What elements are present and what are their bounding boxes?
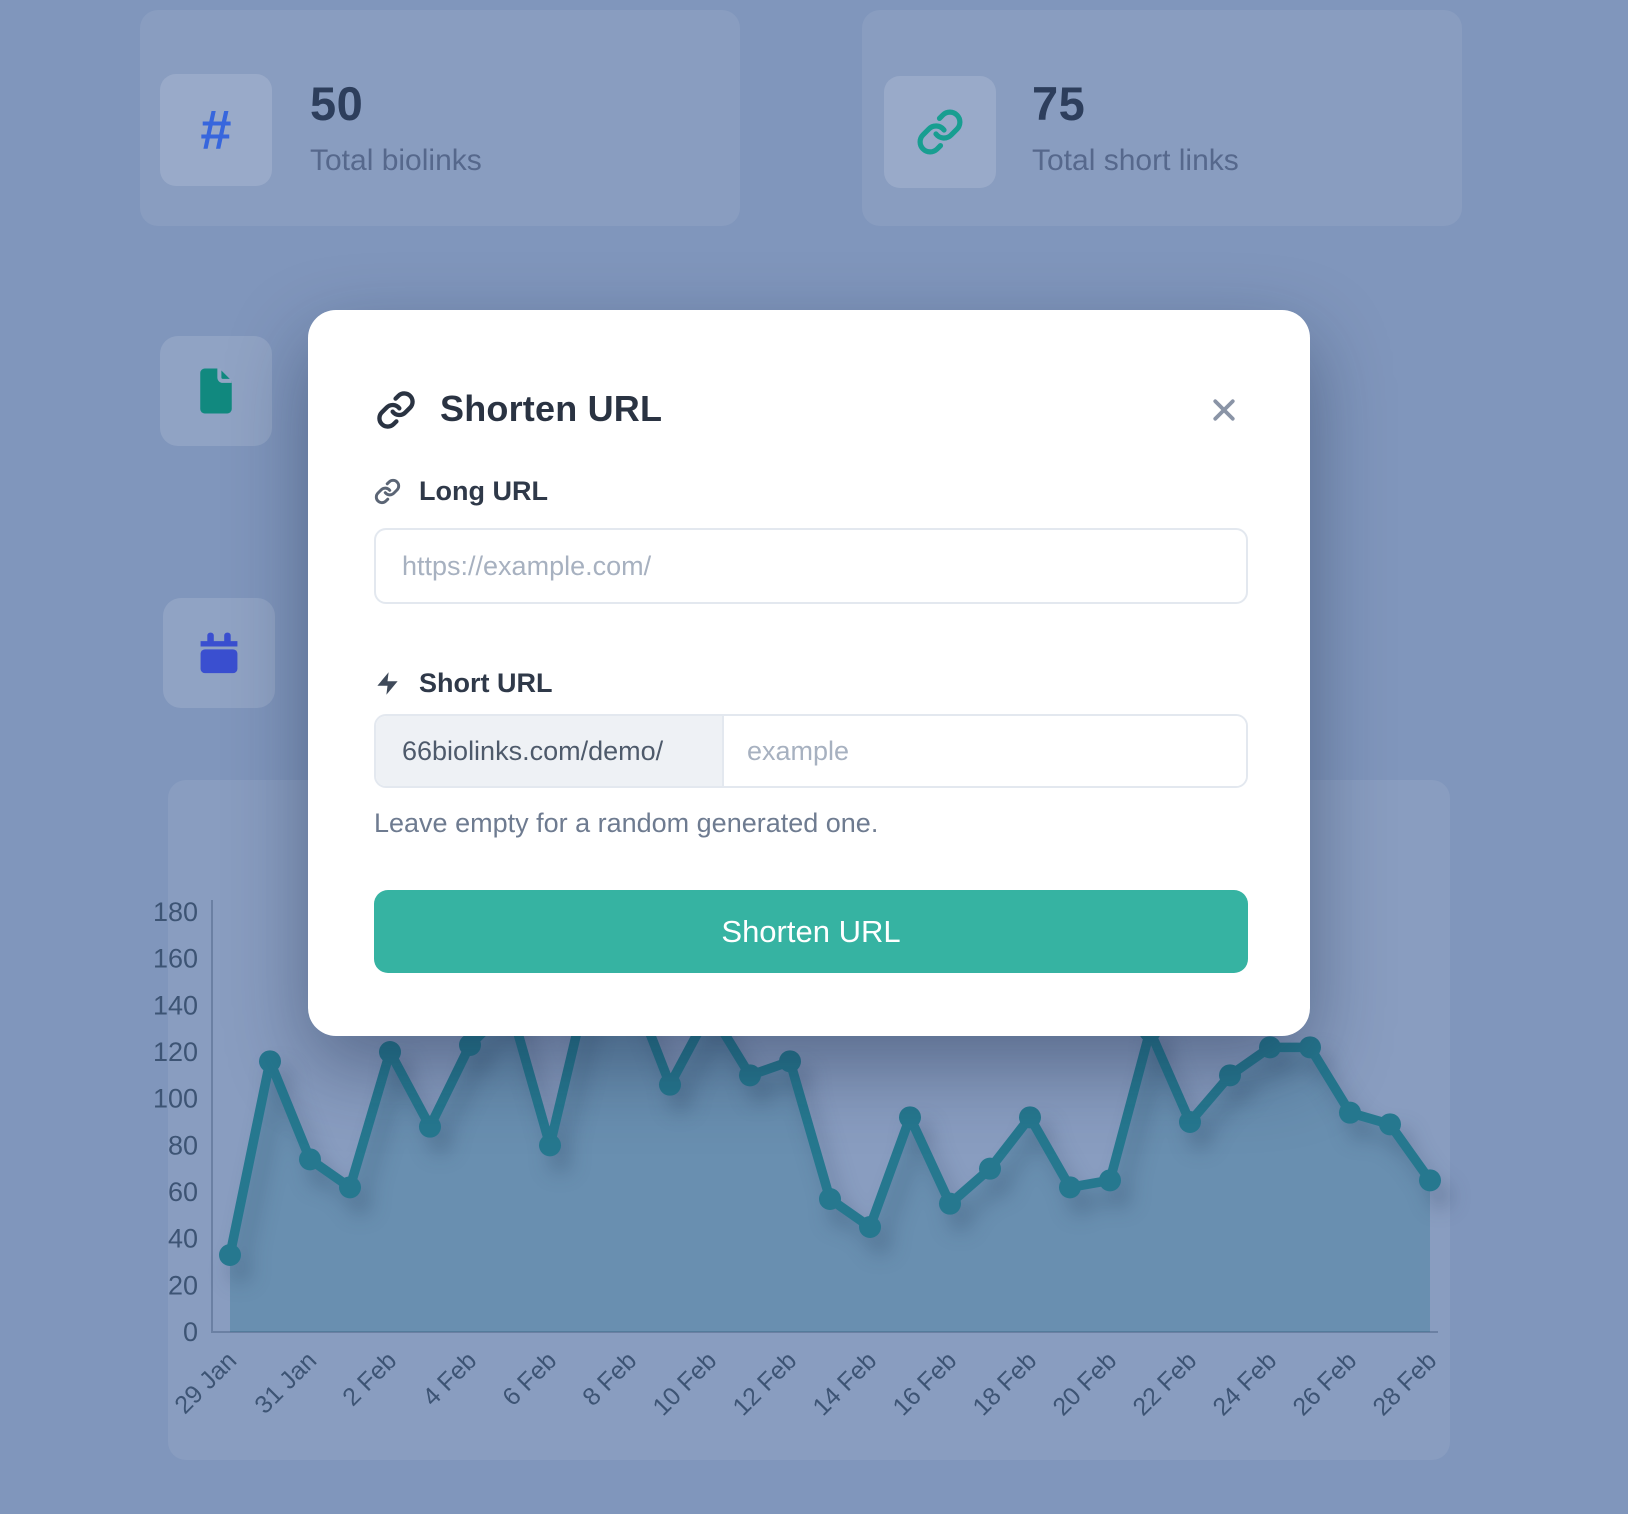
- calendar-icon: [200, 632, 238, 674]
- close-button[interactable]: [1206, 392, 1242, 428]
- calendar-icon-tile: [163, 598, 275, 708]
- long-url-input[interactable]: [374, 528, 1248, 604]
- shorten-url-submit-button[interactable]: Shorten URL: [374, 890, 1248, 973]
- short-url-input[interactable]: [724, 716, 1246, 786]
- stat-label-shortlinks: Total short links: [1032, 144, 1239, 177]
- stat-value-shortlinks: 75: [1032, 77, 1086, 130]
- stat-value-biolinks: 50: [310, 77, 364, 130]
- short-url-prefix: 66biolinks.com/demo/: [376, 716, 724, 786]
- stat-icon-tile: [884, 76, 996, 188]
- long-url-field-label-row: Long URL: [374, 476, 548, 507]
- file-icon-tile: [160, 336, 272, 446]
- link-icon: [377, 391, 415, 429]
- link-icon: [917, 109, 963, 155]
- link-icon: [374, 478, 401, 505]
- stat-icon-tile: #: [160, 74, 272, 186]
- stat-label-biolinks: Total biolinks: [310, 144, 482, 177]
- close-icon: [1213, 399, 1235, 421]
- short-url-helper-text: Leave empty for a random generated one.: [374, 808, 879, 838]
- hash-icon: #: [200, 98, 232, 161]
- stat-card-shortlinks: 75 Total short links: [862, 10, 1462, 226]
- modal-title: Shorten URL: [440, 388, 663, 429]
- file-icon: [200, 368, 232, 414]
- short-url-input-group: 66biolinks.com/demo/: [374, 714, 1248, 788]
- short-url-field-label-row: Short URL: [374, 668, 552, 699]
- shorten-url-modal: Shorten URL Long URL Short URL 66biolink…: [308, 310, 1310, 1036]
- long-url-label: Long URL: [419, 476, 548, 506]
- stat-card-biolinks: # 50 Total biolinks: [140, 10, 740, 226]
- short-url-label: Short URL: [419, 668, 553, 698]
- bolt-icon: [377, 672, 398, 695]
